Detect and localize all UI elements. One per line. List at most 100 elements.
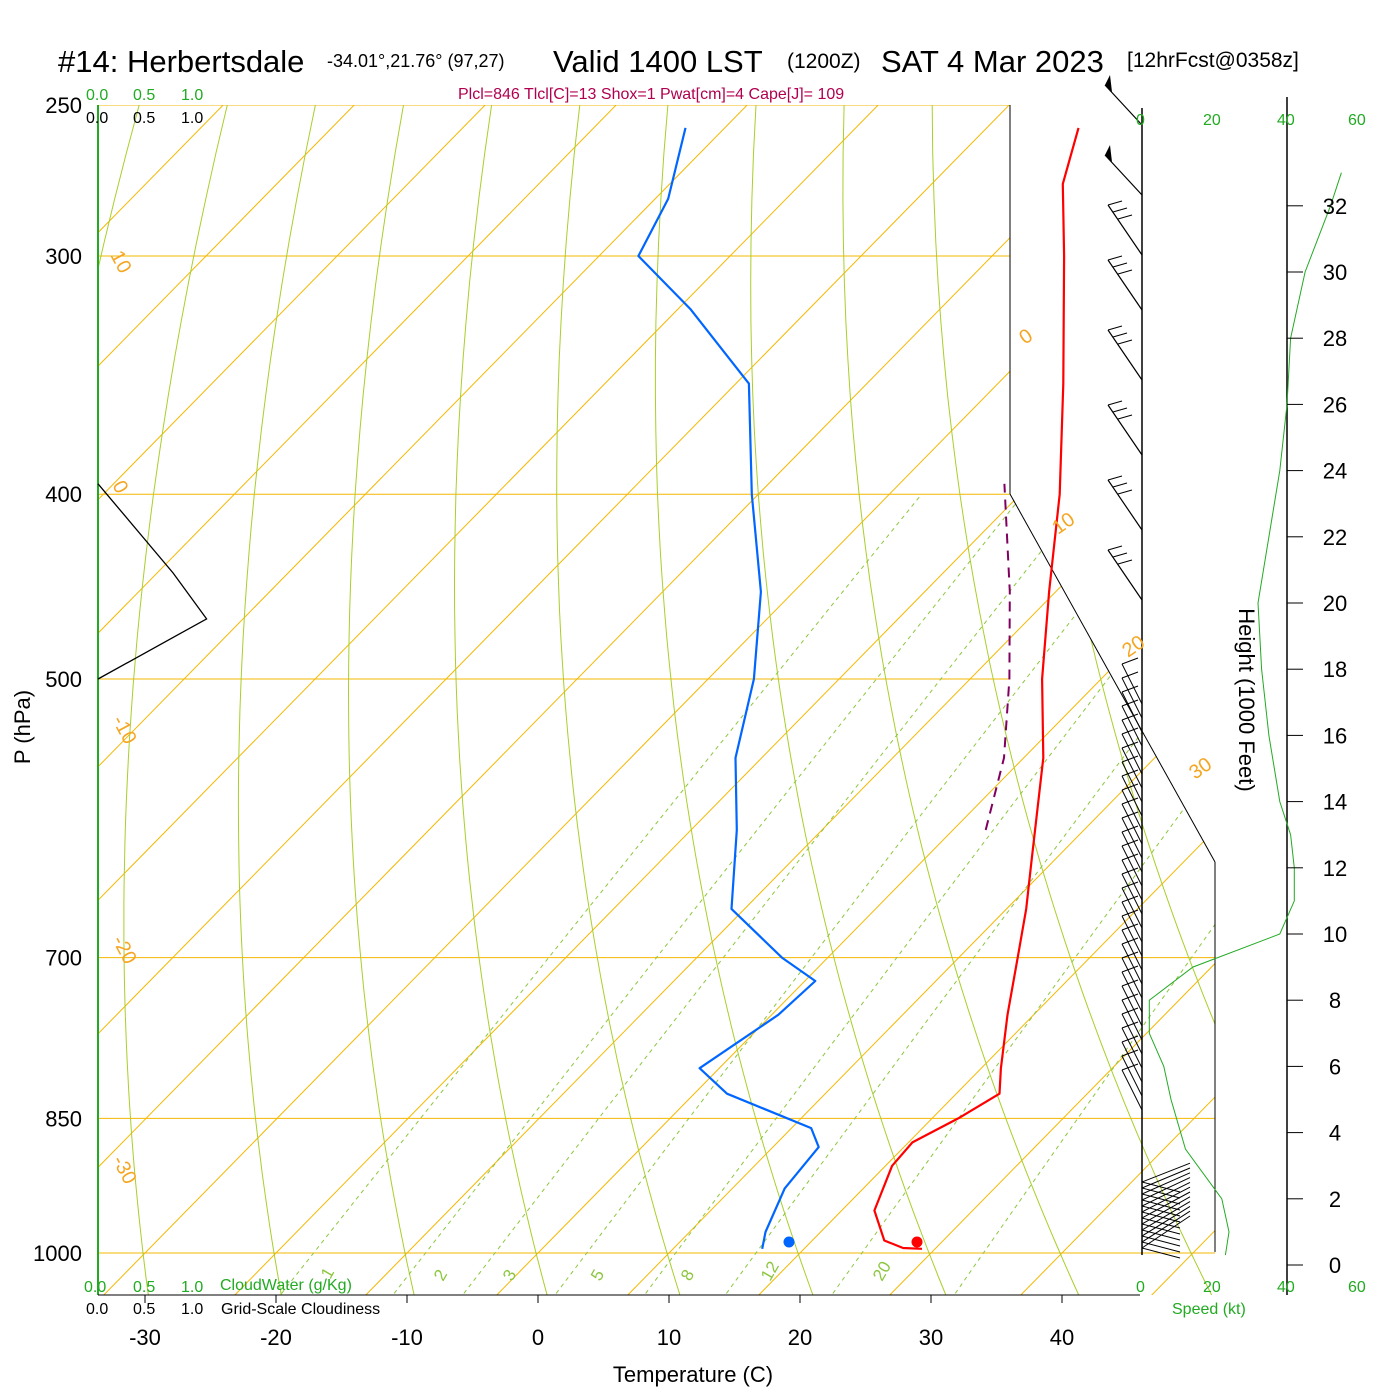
wind-barb [1107,404,1143,456]
wind-barb [1141,1167,1191,1189]
mixing-ratio-label: 2 [430,1266,451,1284]
dry-adiabat-line [1191,105,1215,1295]
isotherm-line [220,105,1215,1295]
wind-barb [1121,755,1139,763]
isotherm-label: -10 [108,712,141,748]
isotherm-label: 10 [1048,508,1079,539]
wind-barb [1107,204,1143,256]
wind-barb [1117,214,1133,220]
wind-barb [1107,549,1143,601]
y-axis-title: P (hPa) [10,690,35,764]
wind-barb [1112,552,1128,558]
wind-barb [1121,1055,1143,1097]
wind-barb [1141,1215,1191,1249]
dry-adiabat-line [1366,54,1400,1302]
wind-barb [1104,84,1143,126]
mixing-ratio-line [393,493,1024,1294]
height-tick-label: 32 [1323,194,1347,219]
speed-tick-bottom-60: 60 [1348,1279,1366,1296]
wind-barb [1121,971,1143,1013]
wind-barb [1107,325,1123,331]
temperature-tick-label: -20 [260,1325,292,1350]
wind-barbs [1104,75,1191,1259]
height-tick-label: 14 [1323,790,1347,815]
grid-clip [98,54,1400,1302]
wind-pennant [1105,75,1112,92]
cloudwater-scale-top-0: 0.0 [86,87,108,104]
sounding-indices: Plcl=846 Tlcl[C]=13 Shox=1 Pwat[cm]=4 Ca… [458,86,844,103]
mixing-ratio-line [281,493,922,1294]
cloudwater-scale-bottom-1: 1.0 [181,1279,203,1296]
wind-barb [1107,545,1123,551]
wind-barb [1117,489,1133,495]
temperature-tick-label: 30 [919,1325,943,1350]
wind-barb [1121,979,1139,987]
wind-barb [1121,783,1139,791]
isotherm-label: 30 [1185,753,1216,784]
wind-barb [1107,329,1143,381]
wind-barb [1121,965,1139,973]
speed-tick-top-60: 60 [1348,112,1366,129]
cloudiness-scale-top-1: 1.0 [181,110,203,127]
wind-barb [1141,1211,1181,1223]
x-axis-title: Temperature (C) [613,1362,773,1387]
wind-barb [1121,937,1139,945]
wind-barb [1141,1235,1181,1247]
wind-barb [1141,1162,1191,1183]
speed-axis-label: Speed (kt) [1172,1301,1246,1318]
dry-adiabat-line [556,105,683,1295]
speed-tick-top-0: 0 [1136,112,1145,129]
pressure-tick-label: 250 [45,93,82,118]
wind-barb [1121,727,1139,735]
wind-barb [1121,1041,1143,1083]
height-tick-label: 10 [1323,922,1347,947]
wind-barb [1121,895,1139,903]
wind-barb [1107,400,1123,406]
cloudwater-label: CloudWater (g/Kg) [220,1277,352,1294]
wind-barb [1121,993,1139,1001]
height-tick-label: 28 [1323,326,1347,351]
mixing-ratio-line [463,493,1087,1294]
wind-barb [1121,741,1139,749]
wind-barb [1112,207,1128,213]
wind-barb [1141,1205,1191,1237]
dry-adiabat-line [750,105,949,1295]
wind-barb [1121,909,1139,917]
wind-barb [1121,915,1143,957]
height-tick-label: 12 [1323,856,1347,881]
wind-barb [1107,200,1123,206]
wind-barb [1107,259,1143,311]
wind-barb [1121,713,1139,721]
mixing-ratio-line [555,493,1170,1294]
isotherm-line [98,105,554,1295]
dry-adiabat-line [931,105,1215,1295]
wind-barb [1117,339,1133,345]
chart-frame [97,97,1288,1296]
mixing-ratio-label: 8 [677,1266,698,1284]
grid-lines [98,54,1400,1302]
wind-barb [1121,853,1139,861]
wind-barb [1121,951,1139,959]
wind-barb [1117,559,1133,565]
wind-barb [1141,1181,1181,1193]
wind-barb [1141,1193,1181,1205]
wind-barb [1121,929,1143,971]
station-title: #14: Herbertsdale [58,44,304,79]
mixing-ratio-line [832,493,1215,1294]
wind-barb [1121,845,1143,887]
cloudiness-scale-bottom-0: 0.0 [86,1301,108,1318]
wind-barb [1107,255,1123,261]
wind-barb [1121,789,1143,831]
wind-barb [1121,657,1139,665]
mixing-ratio-line [725,493,1215,1294]
pressure-tick-label: 700 [45,946,82,971]
cloudiness-label: Grid-Scale Cloudiness [221,1301,380,1318]
wind-barb [1141,1241,1181,1253]
wind-barb [1112,262,1128,268]
dewpoint-line [637,127,820,1250]
wind-speed-line [1148,172,1342,1256]
isotherm-label: 10 [106,247,136,277]
height-tick-label: 0 [1329,1253,1341,1278]
temperature-tick-label: -30 [129,1325,161,1350]
